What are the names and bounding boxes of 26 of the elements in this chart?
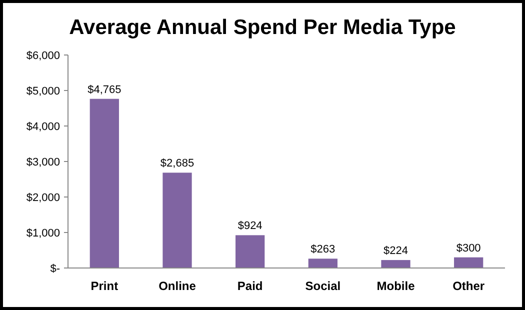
bar <box>236 235 265 268</box>
bar <box>90 98 119 268</box>
bar <box>381 260 410 268</box>
bar <box>308 258 338 268</box>
data-label: $224 <box>384 245 408 258</box>
y-tick-label: $1,000 <box>26 227 60 240</box>
data-label: $300 <box>456 242 481 254</box>
bar <box>162 172 192 268</box>
data-label: $2,685 <box>160 158 194 170</box>
y-tick-label: $5,000 <box>26 85 60 98</box>
bar <box>454 257 484 268</box>
chart-title: Average Annual Spend Per Media Type <box>69 16 456 39</box>
data-label: $924 <box>238 220 262 232</box>
x-tick-label: Other <box>452 279 485 293</box>
data-label: $4,765 <box>88 84 122 96</box>
y-tick-label: $2,000 <box>26 192 60 204</box>
x-tick-label: Social <box>305 279 341 293</box>
x-tick-label: Mobile <box>376 279 416 293</box>
x-tick-label: Paid <box>237 279 263 293</box>
x-tick-label: Print <box>90 279 118 293</box>
x-tick-label: Online <box>158 279 196 293</box>
y-tick-label: $- <box>50 262 60 275</box>
y-tick-label: $4,000 <box>26 120 60 133</box>
y-tick-label: $6,000 <box>26 50 60 62</box>
y-tick-label: $3,000 <box>26 156 60 168</box>
data-label: $263 <box>310 244 336 256</box>
